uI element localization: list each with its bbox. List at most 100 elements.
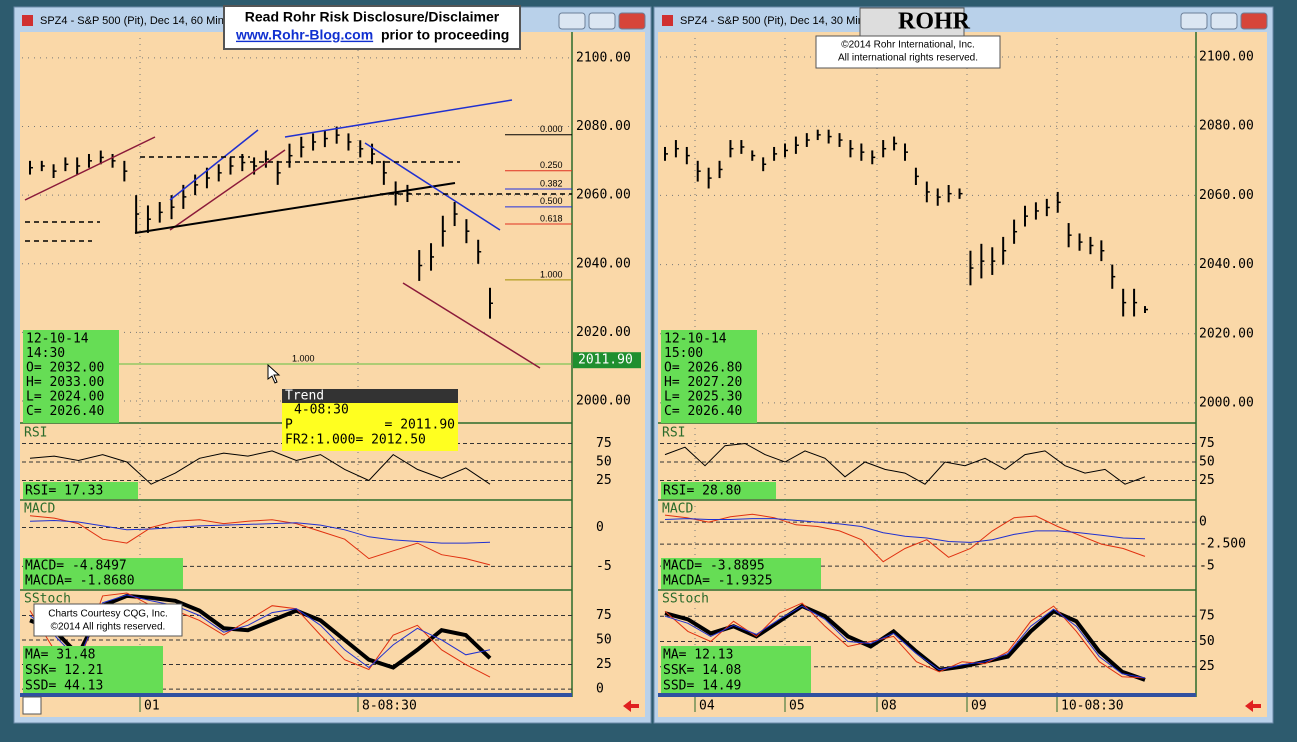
y-tick-label: 25 — [1199, 659, 1215, 674]
fib-label: 0.250 — [540, 160, 563, 170]
x-tick-label: 05 — [789, 699, 805, 714]
readout: SSK= 12.21 — [25, 663, 103, 678]
fib-label: 0.000 — [540, 124, 563, 134]
info-text: O= 2026.80 — [664, 361, 742, 376]
x-axis — [20, 697, 645, 717]
x-tick-label: 01 — [144, 699, 160, 714]
trend-line — [169, 149, 286, 231]
y-tick-label: 2060.00 — [576, 188, 631, 203]
trend-line — [134, 182, 456, 234]
indicator-line — [664, 513, 1146, 563]
trend-line — [24, 136, 156, 201]
title-icon — [662, 15, 673, 26]
y-tick-label: 75 — [596, 436, 612, 451]
sync-box — [22, 696, 42, 715]
pane-label: MACD — [24, 502, 55, 517]
y-tick-label: 25 — [1199, 473, 1215, 488]
readout: MACDA= -1.8680 — [25, 574, 135, 589]
close-button[interactable] — [1240, 12, 1268, 30]
last-price-tag — [573, 352, 641, 369]
title-icon — [22, 15, 33, 26]
readout-box — [661, 646, 811, 693]
banner-link[interactable]: www.Rohr-Blog.com — [235, 27, 373, 43]
courtesy-text: Charts Courtesy CQG, Inc. — [48, 609, 167, 620]
banner-text: prior to proceeding — [381, 27, 509, 43]
y-tick-label: 0 — [1199, 515, 1207, 530]
tooltip-text: = 2011.90 — [385, 418, 455, 433]
y-tick-label: 2080.00 — [1199, 119, 1254, 134]
indicator-line — [29, 519, 491, 544]
info-text: H= 2027.20 — [664, 375, 742, 390]
readout: MACD= -3.8895 — [663, 559, 765, 574]
info-text: 12-10-14 — [26, 332, 89, 347]
y-tick-label: 2000.00 — [1199, 395, 1254, 410]
y-tick-label: 25 — [596, 657, 612, 672]
y-tick-label: 75 — [1199, 436, 1215, 451]
info-text: H= 2033.00 — [26, 375, 104, 390]
scroll-arrow[interactable] — [1245, 700, 1261, 712]
y-tick-label: -5 — [596, 559, 612, 574]
fib-label: 1.000 — [292, 353, 315, 363]
y-tick-label: 2100.00 — [1199, 50, 1254, 65]
window-button[interactable] — [1180, 12, 1208, 30]
x-tick-label: 10-08:30 — [1061, 699, 1124, 714]
y-tick-label: 0 — [596, 682, 604, 697]
info-text: C= 2026.40 — [664, 404, 742, 419]
y-tick-label: 2020.00 — [1199, 326, 1254, 341]
close-button[interactable] — [618, 12, 646, 30]
trend-line — [402, 282, 541, 369]
tooltip-header — [282, 389, 458, 403]
copyright-text: All international rights reserved. — [838, 53, 978, 64]
scroll-arrow[interactable] — [623, 700, 639, 712]
banner-text: Read Rohr Risk Disclosure/Disclaimer — [245, 9, 500, 25]
copyright-text: ©2014 Rohr International, Inc. — [841, 40, 975, 51]
indicator-line — [29, 450, 491, 485]
window-button[interactable] — [1210, 12, 1238, 30]
readout-box — [661, 482, 776, 499]
window-button[interactable] — [588, 12, 616, 30]
info-text: 12-10-14 — [664, 332, 727, 347]
window-title: SPZ4 - S&P 500 (Pit), Dec 14, 60 Min — [40, 15, 224, 27]
x-axis-strip — [20, 693, 572, 697]
fib-label: 0.618 — [540, 213, 563, 223]
mouse-cursor — [267, 363, 281, 384]
y-tick-label: 2060.00 — [1199, 188, 1254, 203]
indicator-line — [664, 603, 1146, 682]
fib-label: 0.382 — [540, 178, 563, 188]
info-text: L= 2024.00 — [26, 390, 104, 405]
logo: ROHR — [898, 9, 971, 35]
tooltip-text: FR2:1.000= 2012.50 — [285, 433, 426, 448]
tooltip-text: 4-08:30 — [294, 403, 349, 418]
readout-box — [661, 558, 821, 589]
readout: RSI= 17.33 — [25, 484, 103, 499]
indicator-line — [29, 592, 491, 678]
readout: SSD= 44.13 — [25, 679, 103, 694]
indicator-line — [664, 602, 1146, 679]
info-text: O= 2032.00 — [26, 361, 104, 376]
x-tick-label: 09 — [971, 699, 987, 714]
indicator-line — [29, 594, 491, 669]
info-text: L= 2025.30 — [664, 390, 742, 405]
readout-box — [23, 558, 183, 589]
indicator-line — [664, 518, 1146, 543]
info-box — [661, 330, 757, 423]
info-box — [23, 330, 119, 423]
y-tick-label: 2020.00 — [576, 325, 631, 340]
readout: MACDA= -1.9325 — [663, 574, 773, 589]
window-button[interactable] — [558, 12, 586, 30]
x-tick-label: 08 — [881, 699, 897, 714]
readout-box — [23, 646, 163, 693]
readout: SSK= 14.08 — [663, 663, 741, 678]
y-tick-label: 2040.00 — [1199, 257, 1254, 272]
tooltip-text: P — [285, 418, 293, 433]
pane-label: SStoch — [662, 592, 709, 607]
pane-label: RSI — [24, 426, 47, 441]
tooltip-body — [282, 403, 458, 451]
readout: MACD= -4.8497 — [25, 559, 127, 574]
indicator-line — [29, 515, 491, 566]
y-tick-label: -5 — [1199, 559, 1215, 574]
y-tick-label: -2.500 — [1199, 537, 1246, 552]
y-tick-label: 75 — [596, 608, 612, 623]
y-tick-label: 2100.00 — [576, 50, 631, 65]
